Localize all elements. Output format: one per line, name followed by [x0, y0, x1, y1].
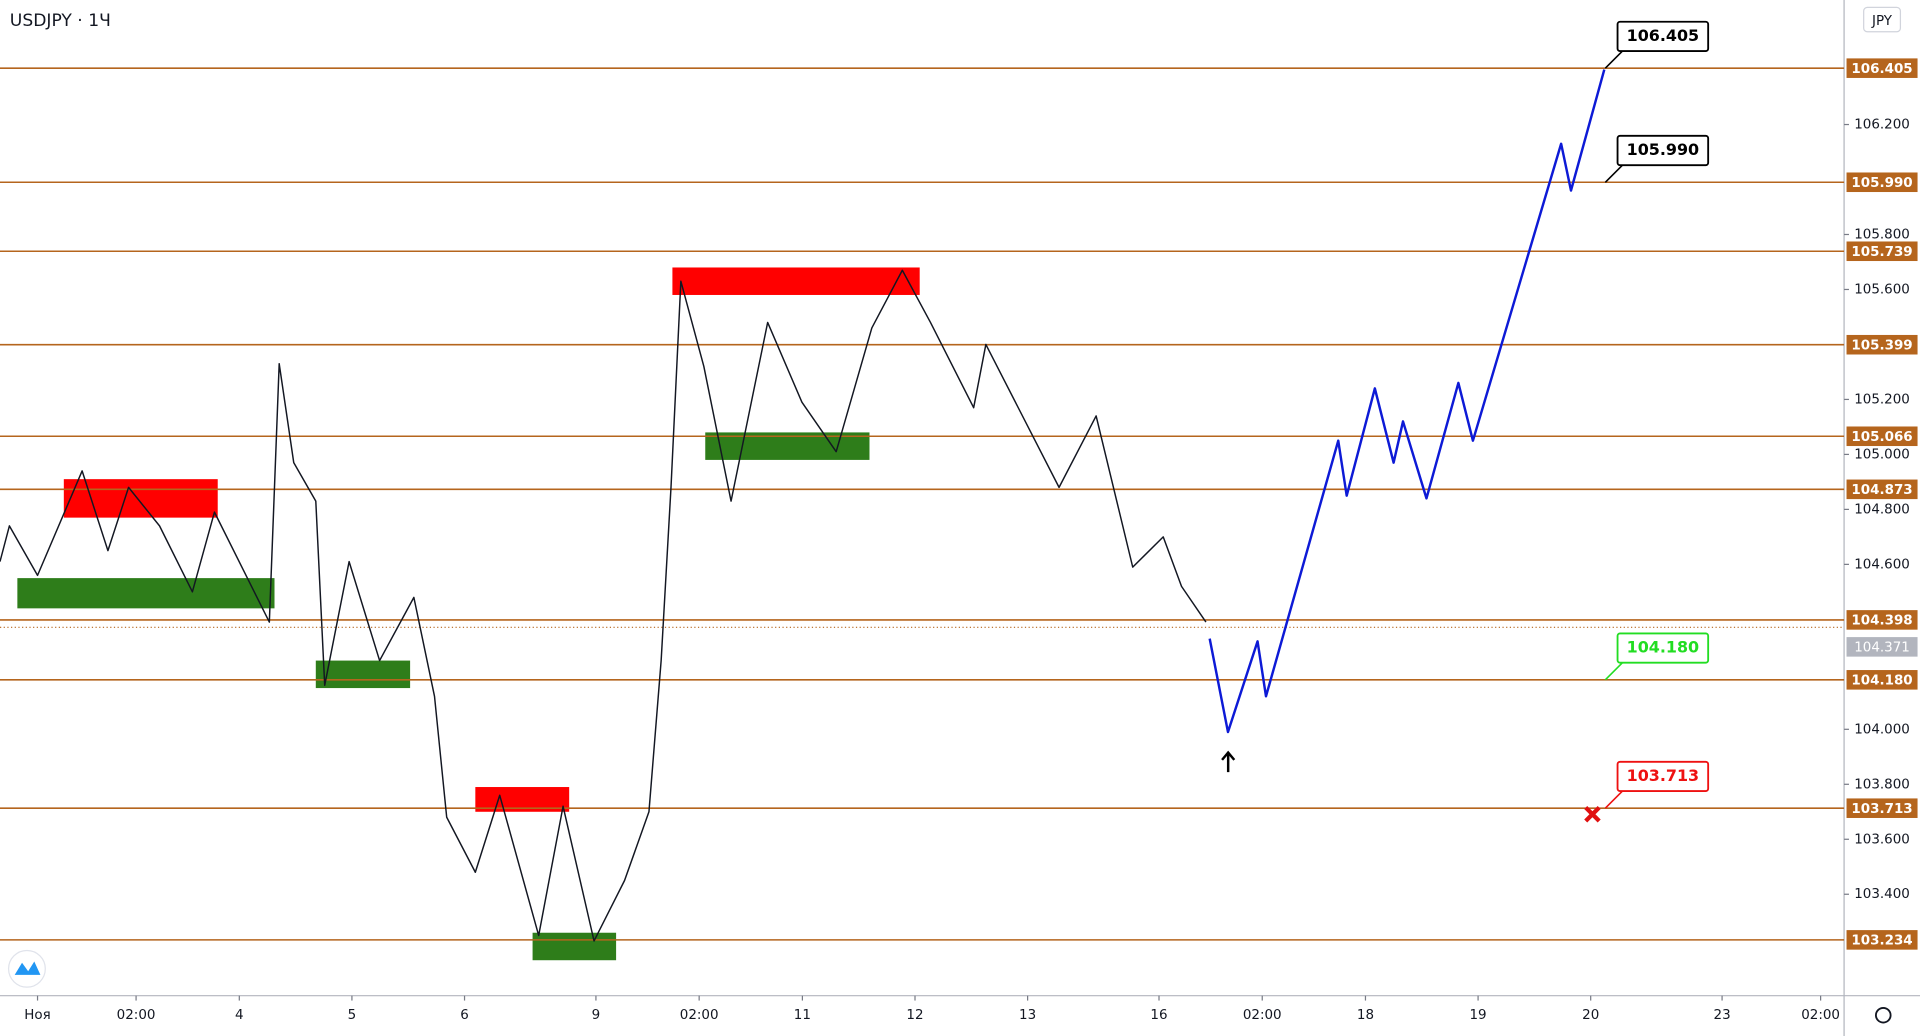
currency-box[interactable]: [1863, 6, 1902, 33]
x-tick-label: 02:00: [1801, 1008, 1840, 1023]
x-tick-label: 4: [235, 1008, 244, 1023]
x-tick-label: 11: [794, 1008, 811, 1023]
x-tick-label: 23: [1714, 1008, 1731, 1023]
callout-label: 105.990: [1627, 140, 1699, 159]
level-label: 105.066: [1851, 430, 1912, 445]
price-line: [1208, 69, 1606, 734]
currency[interactable]: JPY: [1871, 14, 1893, 29]
x-tick-label: 5: [348, 1008, 357, 1023]
x-tick-label: Ноя: [24, 1008, 50, 1023]
y-tick-label: 103.800: [1854, 777, 1910, 792]
level-label-box: [1846, 426, 1918, 447]
y-tick-label: 104.800: [1854, 502, 1910, 517]
level-label: 105.399: [1851, 338, 1912, 353]
x-tick-label: 9: [592, 1008, 601, 1023]
callout-leader: [1604, 50, 1624, 69]
x-tick-label: 18: [1357, 1008, 1374, 1023]
x-tick-label: 6: [460, 1008, 469, 1023]
x-tick-label: 12: [906, 1008, 923, 1023]
callout-leader: [1604, 164, 1624, 183]
level-label-box: [1846, 798, 1918, 818]
y-tick-label: 104.000: [1854, 722, 1910, 737]
last-price-box: [1846, 637, 1918, 657]
x-tick-label: 16: [1150, 1008, 1167, 1023]
level-label-box: [1846, 241, 1918, 262]
level-label: 105.739: [1851, 245, 1912, 260]
logo[interactable]: [7, 949, 46, 988]
y-tick-label: 105.600: [1854, 282, 1910, 297]
x-tick-label: 02:00: [1243, 1008, 1282, 1023]
settings-icon[interactable]: [1875, 1006, 1892, 1024]
y-tick-label: 106.200: [1854, 118, 1910, 133]
zone: [672, 267, 920, 295]
y-tick-label: 103.600: [1854, 832, 1910, 847]
callout-label: 103.713: [1627, 766, 1699, 785]
zone: [315, 660, 411, 689]
level-label: 106.405: [1851, 62, 1912, 77]
level-label-box: [1846, 930, 1918, 950]
zone: [17, 578, 275, 609]
level-label-box: [1846, 610, 1918, 630]
x-tick-label: 13: [1019, 1008, 1036, 1023]
level-label-box: [1846, 172, 1918, 193]
y-tick-label: 105.000: [1854, 447, 1910, 462]
x-tick-label: 02:00: [680, 1008, 719, 1023]
chart-title: USDJPY · 1Ч: [10, 11, 111, 31]
y-tick-label: 104.600: [1854, 557, 1910, 572]
callout-leader: [1604, 662, 1624, 681]
callout-leader: [1604, 790, 1624, 809]
level-label-box: [1846, 58, 1918, 78]
last-price-label: 104.371: [1854, 640, 1910, 655]
x-tick-label: 19: [1470, 1008, 1487, 1023]
callout-box: [1616, 134, 1710, 167]
stop-cross: [1584, 806, 1601, 823]
level-label-box: [1846, 479, 1918, 500]
x-tick-label: 20: [1582, 1008, 1599, 1023]
zone: [532, 932, 617, 961]
level-label: 104.180: [1851, 673, 1912, 688]
price-line: [0, 269, 1207, 942]
callout-box: [1616, 20, 1710, 52]
y-tick-label: 105.800: [1854, 227, 1910, 242]
callout-box: [1616, 632, 1710, 664]
level-label-box: [1846, 334, 1918, 355]
callout-box: [1616, 760, 1710, 793]
callout-label: 106.405: [1627, 26, 1699, 45]
y-tick-label: 105.200: [1854, 392, 1910, 407]
level-label: 103.713: [1851, 802, 1912, 817]
logo-icon: [14, 961, 41, 975]
level-label: 104.873: [1851, 483, 1912, 498]
x-tick-label: 02:00: [117, 1008, 156, 1023]
y-tick-label: 103.400: [1854, 887, 1910, 902]
level-label-box: [1846, 670, 1918, 690]
callout-label: 104.180: [1627, 638, 1699, 657]
arrow-up: [1221, 750, 1236, 773]
level-label: 105.990: [1851, 176, 1912, 191]
level-label: 104.398: [1851, 614, 1912, 629]
level-label: 103.234: [1851, 933, 1912, 948]
plot-area: [0, 67, 1845, 961]
zone: [63, 479, 218, 518]
